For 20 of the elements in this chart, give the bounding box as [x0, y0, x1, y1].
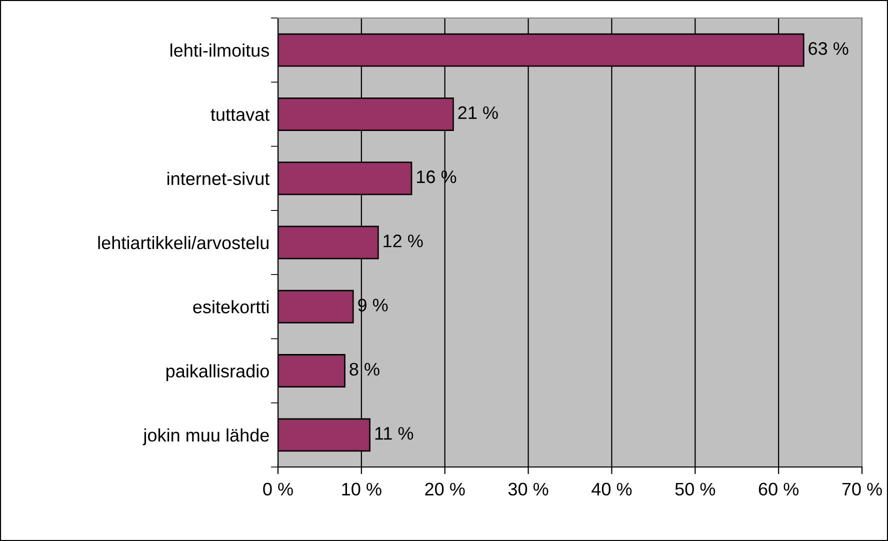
- x-tick-label: 40 %: [592, 482, 632, 496]
- data-label: 21 %: [458, 106, 498, 119]
- data-label: 63 %: [808, 42, 848, 55]
- y-tick-label: lehtiartikkeli/arvostelu: [98, 236, 268, 250]
- y-tick-label: internet-sivut: [168, 172, 270, 186]
- y-tick-label: lehti-ilmoitus: [170, 44, 270, 57]
- data-label: 11 %: [375, 427, 414, 440]
- x-tick-label: 70 %: [842, 482, 882, 496]
- x-tick-label: 10 %: [342, 482, 382, 496]
- x-tick-label: 30 %: [508, 482, 548, 496]
- x-tick-label: 0 %: [263, 482, 293, 496]
- y-tick-label: tuttavat: [210, 109, 270, 121]
- y-tick-label: paikallisradio: [166, 364, 269, 382]
- x-tick-label: 20 %: [425, 482, 465, 496]
- x-tick-label: 50 %: [675, 482, 716, 496]
- y-tick-label: jokin muu lähde: [142, 428, 269, 446]
- x-tick-label: 60 %: [758, 482, 799, 496]
- data-label: 12 %: [384, 234, 423, 248]
- y-tick-label: esitekortti: [193, 300, 268, 314]
- data-label: 8 %: [350, 362, 380, 376]
